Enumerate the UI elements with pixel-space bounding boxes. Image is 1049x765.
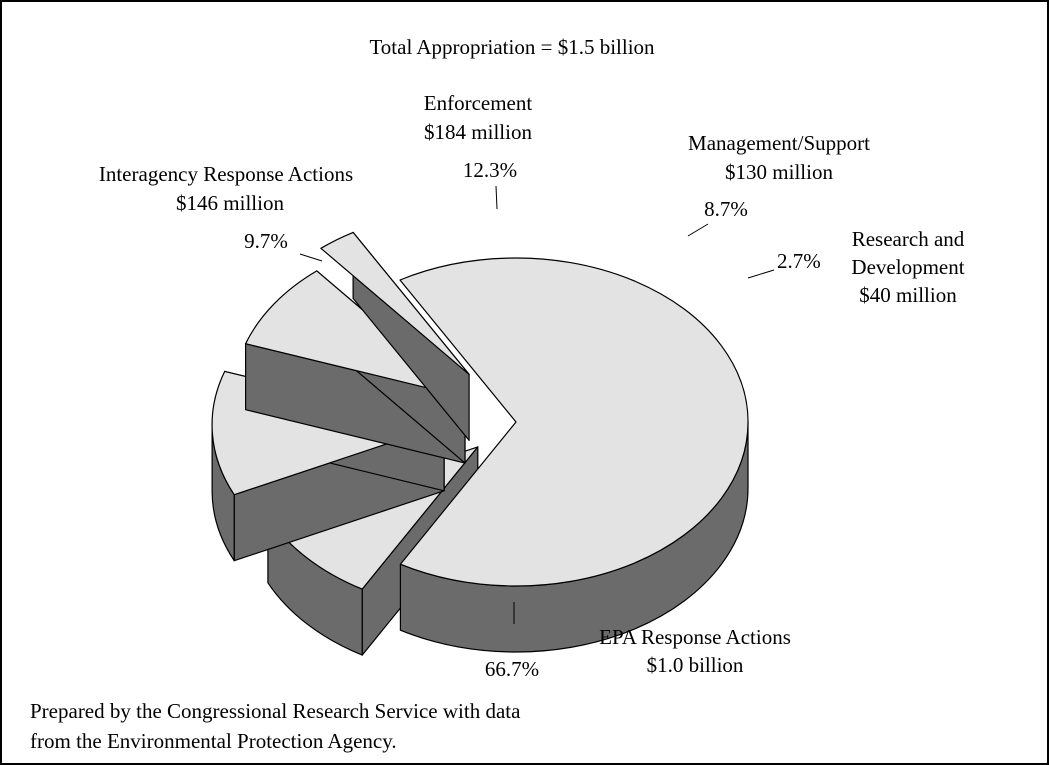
slice-label-research-line1: Research and bbox=[852, 227, 965, 251]
slice-management bbox=[245, 270, 466, 464]
slice-research bbox=[320, 231, 470, 441]
amount-label-enforcement: $184 million bbox=[424, 120, 532, 144]
leader-line-interagency bbox=[299, 253, 323, 262]
leader-line-management bbox=[687, 223, 709, 237]
slice-label-epa: EPA Response Actions bbox=[599, 625, 791, 649]
slice-epa-top bbox=[399, 257, 749, 587]
slice-label-management: Management/Support bbox=[688, 131, 870, 155]
slice-label-research-line2: Development bbox=[851, 255, 964, 279]
amount-label-management: $130 million bbox=[725, 160, 833, 184]
leader-line-research bbox=[747, 269, 775, 279]
percent-label-enforcement: 12.3% bbox=[463, 158, 517, 182]
percent-label-management: 8.7% bbox=[704, 197, 748, 221]
amount-label-interagency: $146 million bbox=[176, 191, 284, 215]
chart-title: Total Appropriation = $1.5 billion bbox=[369, 35, 655, 59]
slice-research-top bbox=[320, 231, 470, 375]
source-note-line1: Prepared by the Congressional Research S… bbox=[30, 699, 521, 723]
source-note: Prepared by the Congressional Research S… bbox=[30, 696, 730, 756]
slice-label-interagency: Interagency Response Actions bbox=[99, 162, 353, 186]
slice-label-enforcement: Enforcement bbox=[424, 91, 533, 115]
source-note-line2: from the Environmental Protection Agency… bbox=[30, 729, 397, 753]
percent-label-interagency: 9.7% bbox=[244, 229, 288, 253]
percent-label-epa: 66.7% bbox=[485, 657, 539, 681]
slice-epa bbox=[399, 257, 749, 653]
amount-label-research: $40 million bbox=[859, 283, 957, 307]
leader-line-enforcement bbox=[495, 185, 498, 210]
percent-label-research: 2.7% bbox=[777, 249, 821, 273]
slices-layer bbox=[211, 231, 749, 656]
amount-label-epa: $1.0 billion bbox=[647, 653, 744, 677]
